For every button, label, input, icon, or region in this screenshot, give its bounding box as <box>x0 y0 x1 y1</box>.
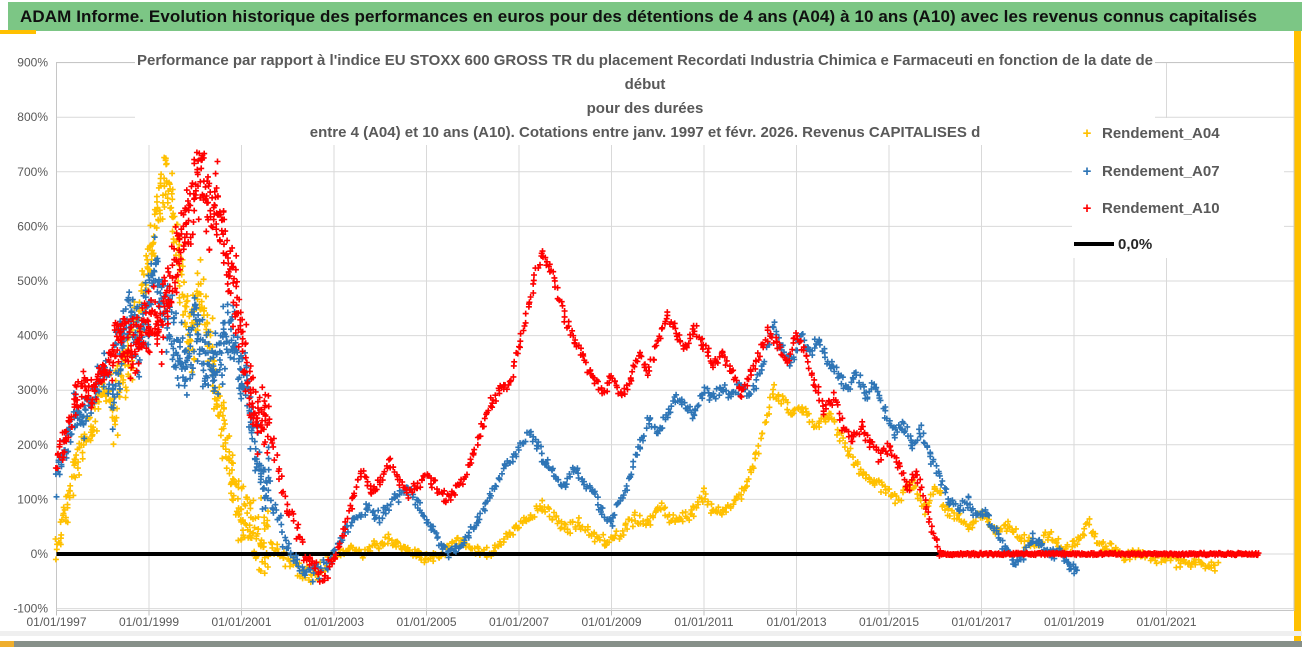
chart-title-line2: pour des durées <box>586 100 704 117</box>
legend-label-a10: Rendement_A10 <box>1102 199 1220 217</box>
page-title: ADAM Informe. Evolution historique des p… <box>20 6 1258 26</box>
svg-text:01/01/2005: 01/01/2005 <box>396 615 456 629</box>
svg-text:600%: 600% <box>17 219 48 233</box>
svg-text:700%: 700% <box>17 165 48 179</box>
svg-text:01/01/2011: 01/01/2011 <box>674 615 733 629</box>
chart-title-line3: entre 4 (A04) et 10 ans (A10). Cotations… <box>309 124 981 141</box>
chart-title: Performance par rapport à l'indice EU ST… <box>135 46 1155 145</box>
svg-text:01/01/1997: 01/01/1997 <box>26 615 86 629</box>
svg-text:200%: 200% <box>17 438 48 452</box>
legend-item-zero[interactable]: 0,0% <box>1072 231 1284 257</box>
svg-text:01/01/2013: 01/01/2013 <box>766 615 826 629</box>
plus-marker-icon: + <box>1082 199 1092 217</box>
svg-text:01/01/2019: 01/01/2019 <box>1044 615 1104 629</box>
svg-text:100%: 100% <box>17 492 48 506</box>
svg-text:900%: 900% <box>17 56 48 70</box>
svg-text:01/01/1999: 01/01/1999 <box>119 615 179 629</box>
bottom-scrollbar[interactable] <box>0 641 1302 647</box>
header-bar: ADAM Informe. Evolution historique des p… <box>8 2 1302 31</box>
svg-text:01/01/2009: 01/01/2009 <box>581 615 641 629</box>
legend-label-zero: 0,0% <box>1118 235 1153 253</box>
zero-line-swatch-icon <box>1074 242 1114 246</box>
svg-text:01/01/2017: 01/01/2017 <box>951 615 1011 629</box>
legend-label-a07: Rendement_A07 <box>1102 162 1220 180</box>
svg-text:500%: 500% <box>17 274 48 288</box>
svg-text:0%: 0% <box>31 547 49 561</box>
svg-text:01/01/2003: 01/01/2003 <box>304 615 364 629</box>
chart-title-line1: Performance par rapport à l'indice EU ST… <box>136 52 1154 93</box>
svg-text:-100%: -100% <box>13 602 48 616</box>
plus-marker-icon: + <box>1082 124 1092 142</box>
svg-text:400%: 400% <box>17 329 48 343</box>
scroll-thumb[interactable] <box>0 641 14 647</box>
legend-item-a04[interactable]: + Rendement_A04 <box>1072 120 1284 146</box>
legend-item-a10[interactable]: + Rendement_A10 <box>1072 195 1284 221</box>
legend-item-a07[interactable]: + Rendement_A07 <box>1072 158 1284 184</box>
svg-text:01/01/2021: 01/01/2021 <box>1136 615 1196 629</box>
yellow-right-border <box>1294 31 1301 641</box>
legend-label-a04: Rendement_A04 <box>1102 124 1220 142</box>
plus-marker-icon: + <box>1082 162 1092 180</box>
yellow-accent-strip <box>0 30 36 34</box>
chart-legend: + Rendement_A04 + Rendement_A07 + Rendem… <box>1072 118 1284 258</box>
svg-text:300%: 300% <box>17 383 48 397</box>
svg-text:01/01/2001: 01/01/2001 <box>211 615 271 629</box>
bottom-strip <box>0 631 1302 636</box>
svg-text:800%: 800% <box>17 110 48 124</box>
svg-text:01/01/2007: 01/01/2007 <box>489 615 549 629</box>
svg-text:01/01/2015: 01/01/2015 <box>859 615 919 629</box>
